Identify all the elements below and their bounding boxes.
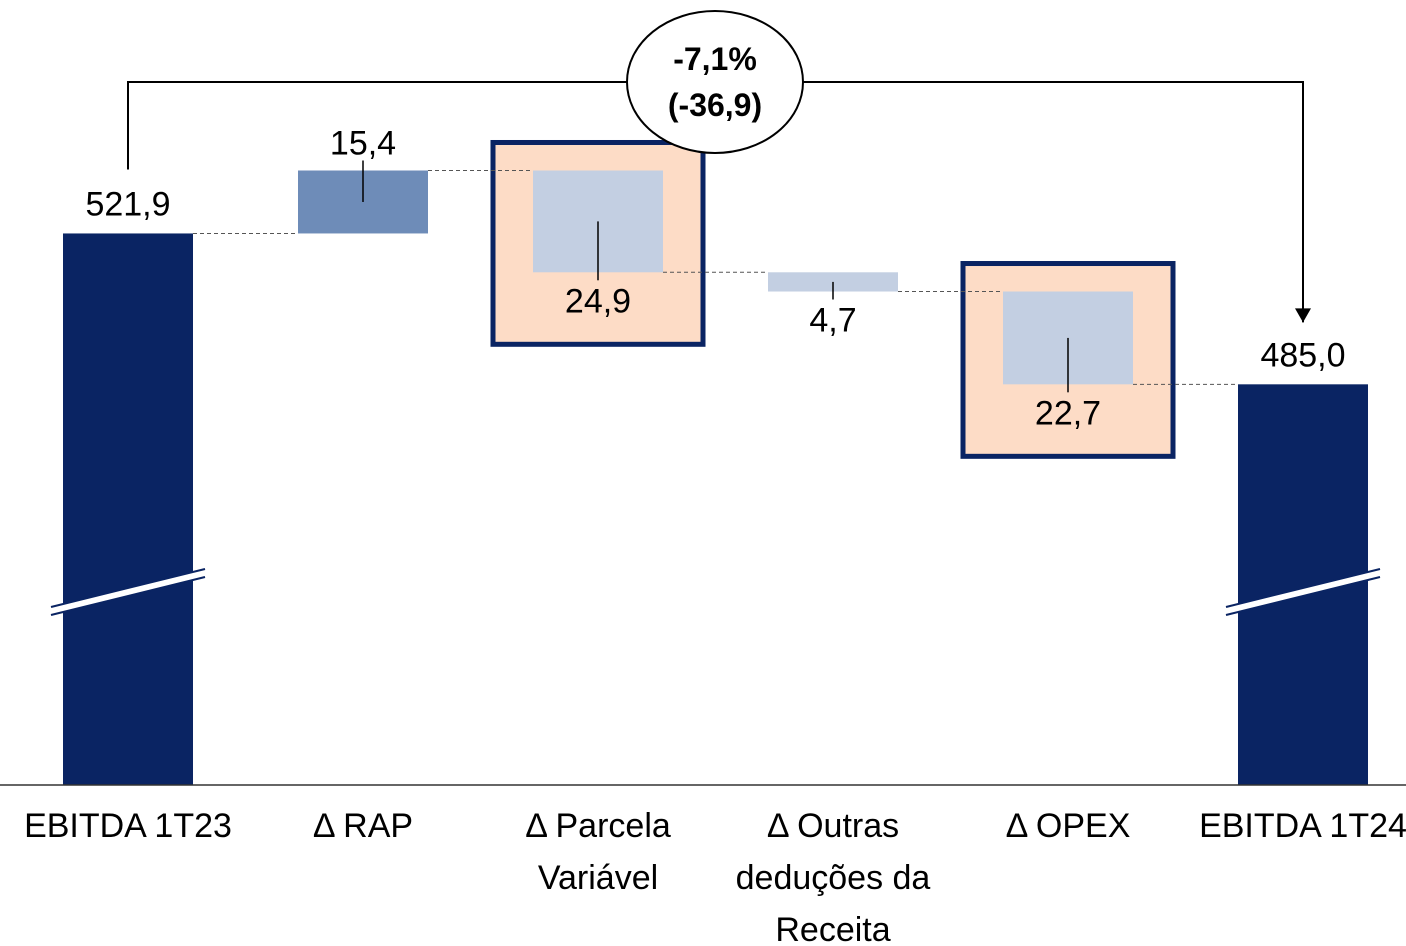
x-tick-label: Δ Outras deduções da Receita	[735, 807, 931, 946]
value-label: 4,7	[809, 302, 856, 340]
axis-break	[1226, 569, 1380, 615]
axis-break-line	[1225, 568, 1381, 608]
axis-break	[51, 569, 205, 615]
annotation-text: -7,1%	[673, 41, 757, 77]
value-label: 24,9	[565, 282, 631, 320]
value-label: 521,9	[85, 185, 170, 223]
value-label: 15,4	[330, 124, 396, 162]
arrow-head	[1295, 308, 1311, 323]
value-label: 22,7	[1035, 394, 1101, 432]
x-tick-label: Δ OPEX	[1005, 807, 1131, 845]
x-tick-label: EBITDA 1T23	[24, 807, 232, 845]
annotation-bubble	[626, 10, 804, 154]
x-tick-label: EBITDA 1T24	[1199, 807, 1406, 845]
x-tick-label: Δ Parcela Variável	[525, 807, 671, 897]
value-label: 485,0	[1260, 336, 1345, 374]
axis-break-line	[50, 568, 206, 608]
bar	[63, 233, 193, 785]
axis-break-line	[50, 576, 206, 616]
annotation-text: (-36,9)	[668, 87, 762, 123]
axis-break-line	[1225, 576, 1381, 616]
x-tick-label: Δ RAP	[312, 807, 414, 845]
